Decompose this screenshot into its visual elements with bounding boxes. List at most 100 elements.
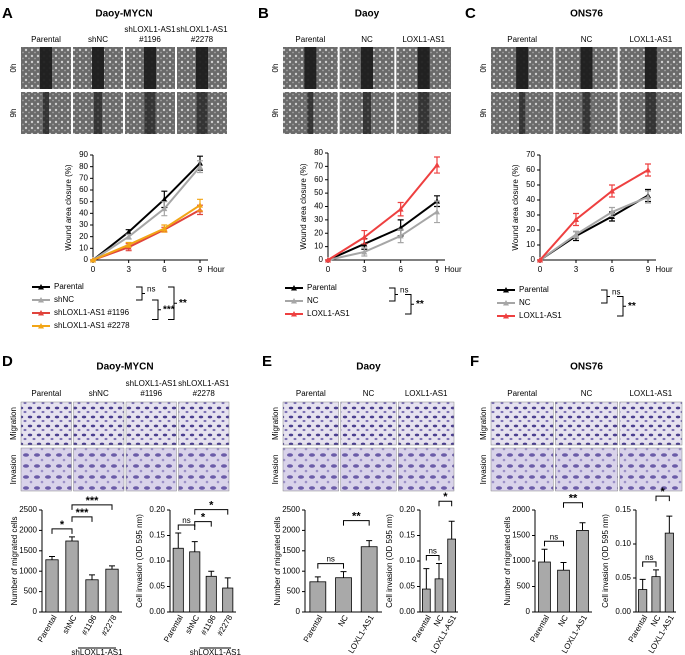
error-bar	[224, 577, 231, 589]
error-bar	[109, 565, 115, 570]
y-tick-label: 50	[79, 197, 88, 206]
y-axis-label: Wound area closure (%)	[299, 163, 308, 249]
group-label: shLOXL1-AS1	[71, 648, 123, 655]
x-tick-label: 9	[198, 265, 203, 274]
bracket	[617, 296, 626, 317]
transwell-image	[398, 447, 455, 492]
transwell-image	[619, 401, 683, 446]
y-tick-label: 0	[84, 255, 89, 264]
wound-gap	[644, 47, 657, 89]
bracket	[405, 294, 414, 315]
series-line	[327, 211, 438, 261]
column-label: shLOXL1-AS1	[124, 25, 176, 34]
wound-gap	[144, 92, 156, 134]
transwell-image	[340, 447, 397, 492]
significance: ***	[86, 495, 100, 507]
row-label: Invasion	[479, 455, 488, 485]
error-bar	[639, 578, 646, 590]
y-axis-label: Number of migrated cells	[503, 517, 512, 606]
row-label: Migration	[9, 407, 18, 440]
panel-letter: A	[2, 5, 13, 22]
point	[397, 206, 404, 212]
y-tick-label: 60	[526, 165, 535, 174]
row-label: Migration	[271, 407, 280, 440]
wound-gap	[361, 47, 373, 89]
wound-gap	[418, 92, 430, 134]
bar	[538, 561, 551, 613]
column-label: NC	[363, 389, 375, 398]
significance: ns	[550, 532, 558, 541]
transwell-image	[555, 401, 618, 446]
y-tick-label: 1000	[19, 566, 37, 575]
bar	[651, 576, 661, 613]
x-tick-label: Parental	[528, 613, 551, 643]
series-line	[92, 166, 201, 261]
y-tick-label: 0.10	[399, 556, 415, 565]
legend-marker	[38, 323, 44, 329]
bracket	[563, 502, 583, 508]
y-tick-label: 1500	[19, 546, 37, 555]
significance: ns	[326, 555, 334, 564]
y-tick-label: 70	[526, 150, 535, 159]
point	[573, 216, 579, 222]
y-tick-label: 1000	[282, 566, 300, 575]
significance: ns	[645, 553, 653, 562]
bar	[360, 546, 378, 613]
point	[125, 233, 132, 240]
group-label: shLOXL1-AS1	[190, 648, 242, 655]
row-label: 0h	[271, 64, 280, 73]
panel-letter: B	[258, 5, 269, 22]
x-tick-label: shNC	[61, 613, 79, 635]
y-tick-label: 1000	[512, 556, 530, 565]
legend-label: NC	[519, 298, 531, 307]
y-tick-label: 0.15	[399, 531, 415, 540]
column-label: Parental	[296, 389, 326, 398]
x-tick-label: Parental	[162, 613, 185, 643]
legend-marker	[503, 287, 509, 293]
legend-marker	[38, 284, 44, 290]
transwell-image	[490, 401, 554, 446]
panel-title: Daoy-MYCN	[96, 362, 153, 373]
series-line	[327, 200, 438, 261]
x-tick-label: 0	[326, 265, 331, 274]
bar	[309, 581, 327, 613]
column-label: shLOXL1-AS1	[178, 379, 230, 388]
transwell-image	[619, 447, 683, 492]
column-label: shLOXL1-AS1	[176, 25, 228, 34]
legend-label: Parental	[519, 285, 549, 294]
error-bar	[175, 532, 182, 549]
y-axis-label: Number of migrated cells	[10, 517, 19, 606]
series-line	[539, 169, 649, 261]
x-tick-label: #1196	[80, 613, 99, 637]
x-tick-label: #2278	[100, 613, 119, 637]
y-tick-label: 0.15	[149, 531, 165, 540]
column-label: shLOXL1-AS1	[126, 379, 178, 388]
x-tick-label: 6	[162, 265, 167, 274]
bracket	[71, 504, 113, 510]
column-label: Parental	[295, 35, 325, 44]
y-tick-label: 60	[314, 175, 323, 184]
y-tick-label: 20	[79, 232, 88, 241]
x-tick-label: 3	[126, 265, 131, 274]
y-tick-label: 1500	[512, 531, 530, 540]
bar	[222, 587, 234, 613]
y-tick-label: 1500	[282, 546, 300, 555]
axes	[539, 155, 656, 261]
bracket	[51, 528, 73, 534]
y-tick-label: 10	[314, 242, 323, 251]
legend-label: shLOXL1-AS1 #2278	[54, 321, 130, 330]
significance: ***	[76, 507, 90, 519]
legend-label: NC	[307, 296, 319, 305]
y-tick-label: 70	[79, 173, 88, 182]
column-label: NC	[361, 35, 373, 44]
bar	[447, 538, 456, 613]
significance: ***	[163, 304, 175, 315]
legend-label: shLOXL1-AS1 #1196	[54, 308, 130, 317]
x-tick-label: 3	[574, 265, 579, 274]
bar	[335, 577, 352, 613]
legend-marker	[38, 297, 44, 303]
y-tick-label: 90	[79, 150, 88, 159]
y-tick-label: 2500	[19, 505, 37, 514]
axes	[327, 153, 445, 261]
